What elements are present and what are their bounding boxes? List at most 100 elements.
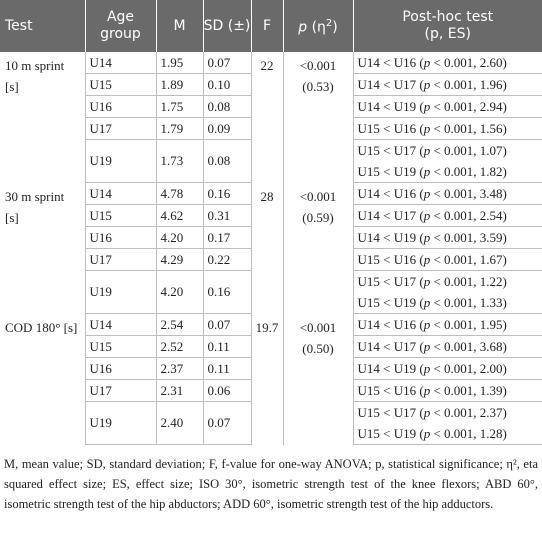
- header-test: Test: [0, 0, 86, 52]
- cell-mean: 4.62: [156, 204, 204, 227]
- cell-age-group: U17: [85, 117, 157, 140]
- cell-mean: 1.73: [156, 139, 204, 183]
- header-sd: SD (±): [203, 0, 252, 52]
- cell-mean: 4.29: [156, 248, 204, 271]
- cell-age-group: U19: [85, 139, 157, 183]
- cell-mean: 1.79: [156, 117, 204, 140]
- cell-p-value: <0.001 (0.59): [283, 182, 354, 314]
- cell-sd: 0.07: [203, 313, 252, 336]
- table-row: U19 2.40 0.07 U15 < U17 (p < 0.001, 2.37) U1…: [0, 401, 542, 445]
- cell-age-group: U15: [85, 204, 157, 227]
- table-row: U15 1.89 0.10 U14 < U17 (p < 0.001, 1.96): [0, 73, 542, 96]
- cell-sd: 0.08: [203, 139, 252, 183]
- cell-posthoc: U14 < U16 (p < 0.001, 2.60): [353, 52, 542, 74]
- table-row: 10 m sprint [s] U14 1.95 0.07 22 <0.001 (0.53…: [0, 52, 542, 183]
- cell-age-group: U16: [85, 357, 157, 380]
- cell-sd: 0.16: [203, 270, 252, 314]
- cell-f-value: 19.7: [251, 313, 284, 445]
- table-body: 10 m sprint [s] U14 1.95 0.07 22 <0.001 (0.53…: [0, 52, 542, 445]
- cell-sd: 0.06: [203, 379, 252, 402]
- cell-age-group: U16: [85, 95, 157, 118]
- cell-age-group: U15: [85, 335, 157, 358]
- cell-mean: 1.89: [156, 73, 204, 96]
- cell-posthoc: U14 < U19 (p < 0.001, 2.94): [353, 95, 542, 118]
- table-row: U19 1.73 0.08 U15 < U17 (p < 0.001, 1.07) U1…: [0, 139, 542, 183]
- cell-posthoc: U14 < U19 (p < 0.001, 2.00): [353, 357, 542, 380]
- cell-mean: 2.40: [156, 401, 204, 445]
- posthoc-line: U15 < U19 (p < 0.001, 1.82): [357, 164, 507, 179]
- table-row: U19 4.20 0.16 U15 < U17 (p < 0.001, 1.22) U1…: [0, 270, 542, 314]
- cell-age-group: U19: [85, 401, 157, 445]
- cell-age-group: U17: [85, 379, 157, 402]
- header-posthoc: Post-hoc test (p, ES): [353, 0, 542, 52]
- cell-test: 30 m sprint [s]: [0, 182, 86, 314]
- cell-posthoc: U15 < U17 (p < 0.001, 2.37) U15 < U19 (p …: [353, 401, 542, 445]
- posthoc-line: U15 < U19 (p < 0.001, 1.28): [357, 426, 507, 441]
- cell-posthoc: U14 < U17 (p < 0.001, 1.96): [353, 73, 542, 96]
- header-posthoc-line2: (p, ES): [424, 26, 471, 42]
- table-row: U17 1.79 0.09 U15 < U16 (p < 0.001, 1.56): [0, 117, 542, 140]
- cell-f-value: 22: [251, 52, 284, 183]
- table-row: U16 2.37 0.11 U14 < U19 (p < 0.001, 2.00): [0, 357, 542, 380]
- cell-posthoc: U14 < U17 (p < 0.001, 2.54): [353, 204, 542, 227]
- cell-sd: 0.16: [203, 182, 252, 205]
- cell-mean: 4.20: [156, 226, 204, 249]
- posthoc-line: U14 < U19 (p < 0.001, 2.00): [357, 361, 507, 376]
- cell-age-group: U19: [85, 270, 157, 314]
- cell-sd: 0.31: [203, 204, 252, 227]
- header-eta-symbol: (η: [307, 19, 326, 36]
- cell-posthoc: U14 < U19 (p < 0.001, 3.59): [353, 226, 542, 249]
- cell-posthoc: U14 < U16 (p < 0.001, 1.95): [353, 313, 542, 336]
- header-p-symbol: p: [298, 19, 308, 36]
- table-row: U15 2.52 0.11 U14 < U17 (p < 0.001, 3.68): [0, 335, 542, 358]
- cell-test: 10 m sprint [s]: [0, 52, 86, 183]
- header-posthoc-line1: Post-hoc test: [402, 9, 494, 25]
- posthoc-line: U14 < U17 (p < 0.001, 3.68): [357, 339, 507, 354]
- table-row: COD 180° [s] U14 2.54 0.07 19.7 <0.001 (0.50)…: [0, 313, 542, 445]
- table-header: Test Age group M SD (±) F p (η2) Post-ho…: [0, 0, 542, 52]
- results-table: Test Age group M SD (±) F p (η2) Post-ho…: [0, 0, 542, 445]
- cell-posthoc: U14 < U16 (p < 0.001, 3.48): [353, 182, 542, 205]
- cell-mean: 4.20: [156, 270, 204, 314]
- header-m: M: [156, 0, 204, 52]
- cell-sd: 0.11: [203, 357, 252, 380]
- cell-sd: 0.08: [203, 95, 252, 118]
- header-eta-sup: 2: [325, 18, 333, 30]
- cell-age-group: U14: [85, 313, 157, 336]
- cell-posthoc: U15 < U16 (p < 0.001, 1.67): [353, 248, 542, 271]
- posthoc-line: U14 < U19 (p < 0.001, 2.94): [357, 99, 507, 114]
- header-f: F: [251, 0, 284, 52]
- cell-age-group: U17: [85, 248, 157, 271]
- posthoc-line: U15 < U19 (p < 0.001, 1.33): [357, 295, 507, 310]
- cell-mean: 4.78: [156, 182, 204, 205]
- cell-mean: 2.31: [156, 379, 204, 402]
- posthoc-line: U14 < U17 (p < 0.001, 1.96): [357, 77, 507, 92]
- table-row: U17 2.31 0.06 U15 < U16 (p < 0.001, 1.39): [0, 379, 542, 402]
- cell-age-group: U15: [85, 73, 157, 96]
- cell-mean: 1.75: [156, 95, 204, 118]
- cell-p-value: <0.001 (0.50): [283, 313, 354, 445]
- cell-posthoc: U15 < U17 (p < 0.001, 1.22) U15 < U19 (p …: [353, 270, 542, 314]
- table-row: U16 1.75 0.08 U14 < U19 (p < 0.001, 2.94): [0, 95, 542, 118]
- cell-mean: 1.95: [156, 52, 204, 74]
- table-row: U17 4.29 0.22 U15 < U16 (p < 0.001, 1.67): [0, 248, 542, 271]
- cell-sd: 0.07: [203, 401, 252, 445]
- cell-posthoc: U15 < U17 (p < 0.001, 1.07) U15 < U19 (p …: [353, 139, 542, 183]
- header-age-group: Age group: [85, 0, 157, 52]
- cell-posthoc: U15 < U16 (p < 0.001, 1.39): [353, 379, 542, 402]
- posthoc-line: U15 < U17 (p < 0.001, 2.37): [357, 405, 507, 420]
- cell-posthoc: U15 < U16 (p < 0.001, 1.56): [353, 117, 542, 140]
- cell-posthoc: U14 < U17 (p < 0.001, 3.68): [353, 335, 542, 358]
- posthoc-line: U14 < U19 (p < 0.001, 3.59): [357, 230, 507, 245]
- cell-age-group: U16: [85, 226, 157, 249]
- table-row: 30 m sprint [s] U14 4.78 0.16 28 <0.001 (0.59…: [0, 182, 542, 314]
- table-footnote: M, mean value; SD, standard deviation; F…: [4, 457, 538, 511]
- cell-mean: 2.52: [156, 335, 204, 358]
- posthoc-line: U15 < U17 (p < 0.001, 1.22): [357, 274, 507, 289]
- cell-age-group: U14: [85, 182, 157, 205]
- posthoc-line: U14 < U16 (p < 0.001, 1.95): [357, 317, 507, 332]
- cell-sd: 0.11: [203, 335, 252, 358]
- cell-sd: 0.22: [203, 248, 252, 271]
- cell-sd: 0.09: [203, 117, 252, 140]
